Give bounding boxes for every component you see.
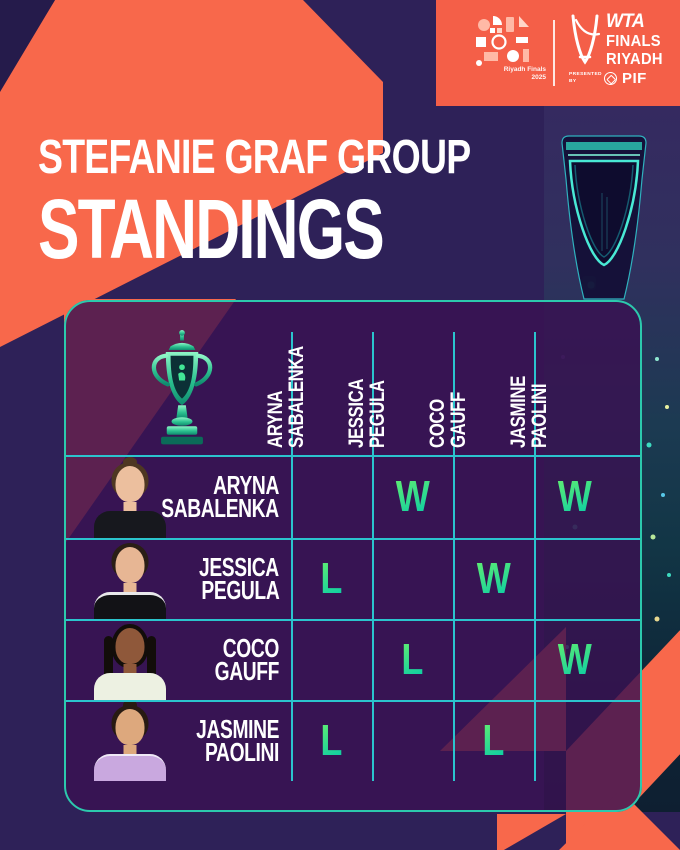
- player-photo-paolini: [88, 702, 172, 781]
- logo-divider: [553, 20, 555, 86]
- wta-finals-trophy-icon: [571, 14, 601, 65]
- result-cell: W: [557, 634, 592, 684]
- column-header-first: JESSICA: [345, 378, 368, 448]
- result-cell: [372, 538, 453, 619]
- presented-by-row: PRESENTED BY PIF: [569, 70, 647, 87]
- wta-finals-riyadh-wordmark: WTA FINALS RIYADH: [606, 12, 663, 67]
- page-title: STEFANIE GRAF GROUP STANDINGS: [38, 131, 592, 276]
- result-cell: [453, 619, 534, 700]
- player-name: COCO GAUFF: [214, 632, 280, 686]
- table-row-paolini: JASMINE PAOLINI L L: [0, 700, 680, 781]
- table-row-sabalenka: ARYNA SABALENKA W W: [0, 455, 680, 538]
- grid-vline: [534, 332, 536, 781]
- column-header-last: PAOLINI: [528, 383, 551, 448]
- wta-wordmark: WTA: [606, 11, 645, 32]
- pif-emblem-icon: [604, 72, 617, 85]
- grid-hline: [66, 700, 640, 702]
- grid-vline: [291, 332, 293, 781]
- result-cell: [291, 455, 372, 538]
- player-photo-pegula: [88, 540, 172, 619]
- riyadh-wordmark: RIYADH: [606, 50, 663, 68]
- table-row-gauff: COCO GAUFF L W: [0, 619, 680, 700]
- kingdom-tower-icon: [561, 135, 647, 300]
- result-cell: [534, 700, 615, 781]
- result-cell: W: [476, 553, 511, 603]
- result-cell: W: [395, 471, 430, 521]
- column-header-paolini: JASMINE PAOLINI: [507, 376, 680, 448]
- result-cell: W: [557, 471, 592, 521]
- result-cell: L: [401, 634, 424, 684]
- column-header-last: GAUFF: [447, 392, 470, 448]
- event-caption: Riyadh Finals 2025: [464, 66, 546, 83]
- grid-vline: [453, 332, 455, 781]
- column-header-last: SABALENKA: [285, 346, 308, 448]
- grid-hline: [66, 619, 640, 621]
- wta-finals-trophy: [151, 330, 213, 445]
- player-name: JASMINE PAOLINI: [196, 713, 279, 767]
- column-header-first: ARYNA: [264, 390, 287, 448]
- riyadh-finals-mosaic-logo-icon: [476, 16, 529, 66]
- player-name: ARYNA SABALENKA: [161, 469, 280, 523]
- grid-hline: [66, 455, 640, 457]
- result-cell: [453, 455, 534, 538]
- result-cell: [534, 538, 615, 619]
- event-branding-box: Riyadh Finals 2025 WTA FINALS RIYADH PRE…: [436, 0, 680, 106]
- group-name: STEFANIE GRAF GROUP: [38, 131, 471, 184]
- presented-by-label: PRESENTED BY: [569, 71, 602, 84]
- column-header-last: PEGULA: [366, 380, 389, 448]
- table-row-pegula: JESSICA PEGULA L W: [0, 538, 680, 619]
- player-name: JESSICA PEGULA: [199, 551, 279, 605]
- column-header-first: COCO: [426, 399, 449, 448]
- result-cell: L: [482, 715, 505, 765]
- player-photo-gauff: [88, 621, 172, 700]
- result-cell: L: [320, 715, 343, 765]
- grid-hline: [66, 538, 640, 540]
- standings-label: STANDINGS: [38, 182, 385, 276]
- column-header-first: JASMINE: [507, 376, 530, 448]
- grid-vline: [372, 332, 374, 781]
- result-cell: [291, 619, 372, 700]
- pif-wordmark: PIF: [622, 70, 647, 87]
- event-caption-line2: 2025: [531, 74, 546, 82]
- finals-wordmark: FINALS: [606, 32, 661, 50]
- result-cell: [372, 700, 453, 781]
- result-cell: L: [320, 553, 343, 603]
- city-lights: [544, 106, 546, 108]
- event-caption-line1: Riyadh Finals: [503, 66, 546, 73]
